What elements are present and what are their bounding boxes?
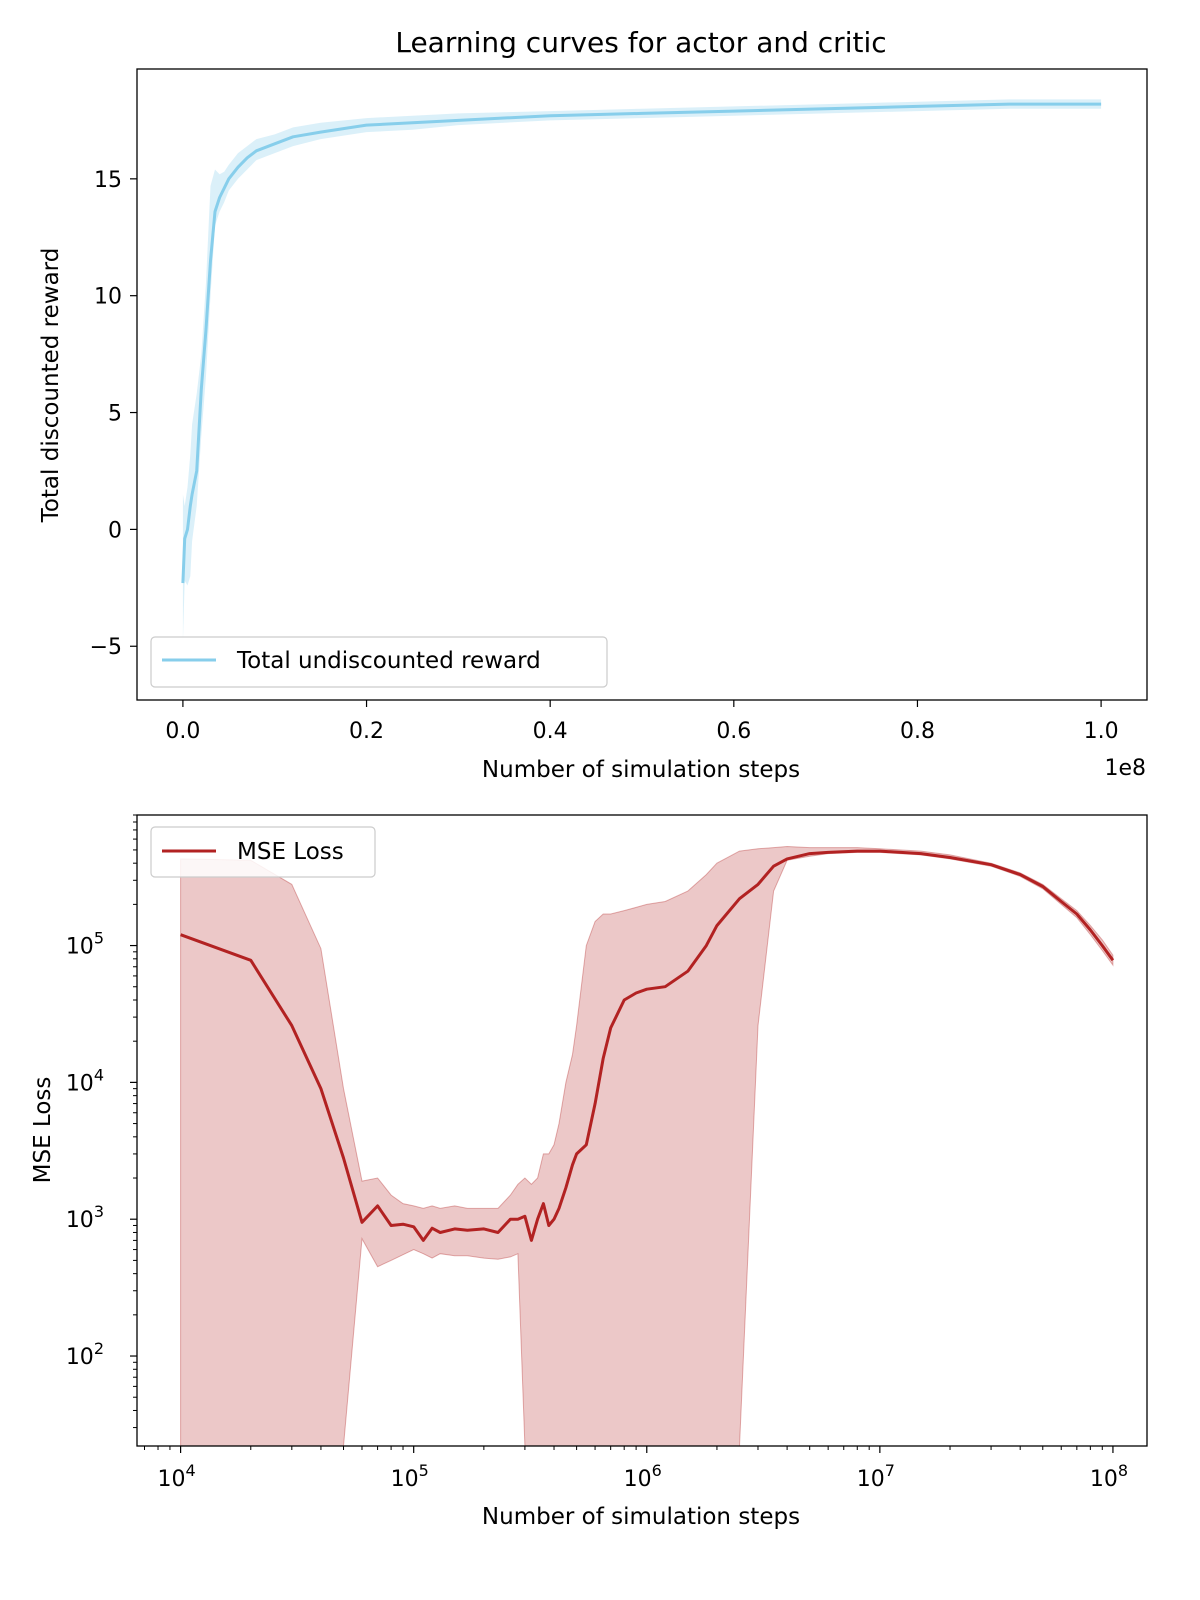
bottom-x-axis: 104 105 106 107 108 xyxy=(144,1446,1128,1492)
bottom-legend-label: MSE Loss xyxy=(237,839,344,865)
log-tick-label: 106 xyxy=(624,1461,662,1492)
log-tick-label: 104 xyxy=(158,1461,196,1492)
y-tick-label: 5 xyxy=(108,402,122,427)
bottom-x-axis-label: Number of simulation steps xyxy=(482,1504,800,1530)
x-tick-label: 0.0 xyxy=(165,719,200,744)
y-tick-label: 0 xyxy=(108,518,122,543)
top-band-layer xyxy=(182,99,1102,642)
y-tick-label: 15 xyxy=(94,168,122,193)
x-tick-label: 1.0 xyxy=(1084,719,1119,744)
mse-line xyxy=(180,849,1115,1242)
bottom-plot-frame xyxy=(136,814,1148,1447)
log-tick-label: 108 xyxy=(1090,1461,1128,1492)
top-legend-label: Total undiscounted reward xyxy=(236,648,541,674)
top-plot-title: Learning curves for actor and critic xyxy=(395,26,886,59)
log-tick-label: 105 xyxy=(66,929,104,960)
log-tick-label: 107 xyxy=(857,1461,895,1492)
reward-line xyxy=(181,102,1102,584)
bottom-band-layer xyxy=(180,845,1114,1446)
y-tick-label: −5 xyxy=(90,635,122,660)
x-tick-label: 0.4 xyxy=(533,719,568,744)
top-x-axis: 0.0 0.2 0.4 0.6 0.8 1.0 xyxy=(165,700,1119,744)
top-plot: Learning curves for actor and critic 0.0… xyxy=(38,26,1148,783)
top-x-offset-text: 1e8 xyxy=(1104,756,1146,781)
log-tick-label: 102 xyxy=(66,1339,104,1370)
x-tick-label: 0.2 xyxy=(349,719,384,744)
bottom-legend-box xyxy=(150,826,376,878)
log-tick-label: 105 xyxy=(391,1461,429,1492)
mse-band xyxy=(180,845,1114,1446)
top-legend-box xyxy=(150,636,608,688)
top-legend: Total undiscounted reward xyxy=(150,636,608,688)
log-tick-label: 104 xyxy=(66,1065,104,1096)
bottom-line-layer xyxy=(180,849,1115,1242)
bottom-y-axis-label: MSE Loss xyxy=(30,1077,56,1184)
x-tick-label: 0.8 xyxy=(900,719,935,744)
top-x-axis-label: Number of simulation steps xyxy=(482,757,800,783)
x-tick-label: 0.6 xyxy=(716,719,751,744)
log-tick-label: 103 xyxy=(66,1202,104,1233)
top-plot-frame xyxy=(136,68,1148,701)
bottom-y-axis: 102 103 104 105 xyxy=(66,814,137,1429)
y-tick-label: 10 xyxy=(94,285,122,310)
top-y-axis: −5 0 5 10 15 xyxy=(90,168,137,660)
reward-band xyxy=(182,99,1102,642)
bottom-plot: 104 105 106 107 108 102 103 104 105 Number of s… xyxy=(30,814,1148,1530)
bottom-legend: MSE Loss xyxy=(150,826,376,878)
top-y-axis-label: Total discounted reward xyxy=(38,248,64,524)
top-line-layer xyxy=(181,102,1102,584)
